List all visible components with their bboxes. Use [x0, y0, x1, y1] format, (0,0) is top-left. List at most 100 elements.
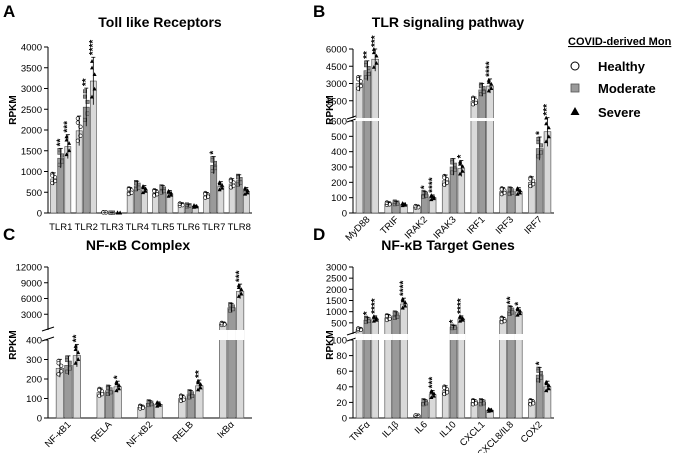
x-category-label: TLR6	[177, 222, 200, 233]
y-tick-label: 9000	[21, 278, 42, 289]
bar-break-gap	[392, 334, 400, 340]
significance-stars: ****	[399, 280, 410, 296]
x-category-label: TLR7	[202, 222, 225, 233]
significance-stars: ***	[542, 104, 553, 116]
panel-d-title: NF-κB Target Genes	[381, 237, 515, 253]
point-moderate	[57, 162, 62, 167]
x-category-label: TLR3	[100, 222, 123, 233]
point-healthy	[203, 191, 208, 196]
panel-b-ylabel: RPKM	[325, 95, 336, 124]
x-category-label: NF-κB1	[43, 419, 74, 450]
point-healthy	[59, 369, 64, 374]
significance-stars: *	[208, 151, 219, 155]
panel-a-title: Toll like Receptors	[98, 14, 222, 30]
panel-a-ylabel: RPKM	[8, 95, 19, 124]
bar-break-gap	[457, 334, 466, 340]
x-category-label: IRF1	[465, 214, 487, 236]
bar-healthy	[384, 317, 392, 419]
significance-stars: ****	[88, 40, 99, 56]
bar-severe	[515, 311, 523, 419]
y-tick-label: 1500	[21, 146, 42, 157]
legend: COVID-derived Mon Healthy Moderate Sever…	[568, 36, 672, 120]
point-moderate	[395, 314, 400, 319]
point-healthy	[75, 120, 80, 125]
bar-moderate	[392, 315, 400, 419]
panel-d-plot: 02040608010050010001500200025003000*****…	[326, 263, 554, 453]
bar-break-gap	[363, 118, 372, 121]
bar-break-gap	[355, 118, 364, 121]
panel-c-title: NF-κB Complex	[86, 237, 190, 253]
y-tick-label: 1500	[326, 96, 347, 107]
bar-break-gap	[235, 330, 245, 340]
y-tick-label: 6000	[21, 294, 42, 305]
y-tick-label: 600	[331, 117, 347, 128]
y-tick-label: 400	[26, 336, 42, 347]
y-tick-label: 200	[26, 375, 42, 386]
y-tick-label: 3000	[21, 310, 42, 321]
y-tick-label: 0	[342, 209, 347, 220]
bar-moderate	[507, 310, 515, 419]
x-category-label: TLR4	[126, 222, 149, 233]
point-healthy	[228, 178, 233, 184]
point-healthy	[502, 319, 507, 324]
x-category-label: RELA	[89, 419, 115, 445]
y-tick-label: 500	[331, 318, 347, 329]
y-tick-label: 2000	[21, 126, 42, 137]
panel-d: D NF-κB Target Genes RPKM	[313, 225, 515, 360]
y-tick-label: 3000	[326, 263, 347, 274]
point-moderate	[230, 307, 235, 312]
panel-d-ylabel: RPKM	[325, 330, 336, 359]
x-category-label: IRF3	[494, 214, 516, 236]
y-tick-label: 400	[331, 147, 347, 158]
y-tick-label: 100	[26, 394, 42, 405]
point-moderate	[536, 378, 541, 383]
y-tick-label: 1000	[326, 307, 347, 318]
significance-stars: *	[112, 375, 123, 379]
x-category-label: IL10	[438, 419, 459, 440]
x-category-label: RELB	[171, 419, 196, 444]
y-tick-label: 300	[26, 355, 42, 366]
panel-a-label: A	[3, 2, 15, 21]
y-tick-label: 2500	[21, 105, 42, 116]
y-tick-label: 300	[331, 163, 347, 174]
significance-stars: *	[456, 155, 467, 159]
panel-a-plot: 05001000150020002500300035004000*****TLR…	[21, 40, 252, 233]
point-healthy	[531, 401, 536, 406]
bar-moderate	[227, 307, 236, 419]
bar-break-gap	[514, 334, 523, 340]
panel-c-label: C	[3, 225, 15, 244]
y-tick-label: 40	[336, 382, 347, 393]
significance-stars: *	[448, 319, 459, 323]
y-tick-label: 3500	[21, 63, 42, 74]
point-healthy	[59, 363, 64, 368]
significance-stars: *	[534, 131, 545, 135]
y-tick-label: 0	[342, 414, 347, 425]
bar-healthy	[355, 329, 364, 419]
panel-c-ylabel: RPKM	[8, 330, 19, 359]
panel-c-plot: 0 100 200 300 400 3000 6000 9000 12000 ** NF-κB1 * R…	[16, 263, 252, 450]
y-tick-label: 100	[331, 193, 347, 204]
y-tick-label: 200	[331, 178, 347, 189]
bar-severe	[236, 291, 245, 419]
x-category-label: TRIF	[378, 214, 401, 237]
point-healthy	[52, 178, 58, 184]
panel-d-label: D	[313, 225, 325, 244]
y-tick-label: 20	[336, 398, 347, 409]
significance-stars: ****	[427, 177, 438, 193]
bar-severe	[371, 318, 379, 419]
legend-healthy-label: Healthy	[598, 59, 646, 74]
significance-stars: ***	[62, 121, 73, 133]
y-tick-label: 0	[37, 414, 42, 425]
bar-severe	[457, 318, 466, 419]
bar-break-gap	[384, 334, 393, 340]
significance-stars: *	[419, 185, 430, 189]
y-tick-label: 60	[336, 367, 347, 378]
bar-break-gap	[227, 330, 236, 340]
bar-severe	[486, 85, 494, 214]
bar-break-gap	[371, 334, 380, 340]
x-category-label: MyD88	[343, 214, 372, 243]
point-healthy	[502, 190, 507, 195]
x-category-label: TLR1	[49, 222, 72, 233]
y-tick-label: 4500	[326, 62, 347, 73]
